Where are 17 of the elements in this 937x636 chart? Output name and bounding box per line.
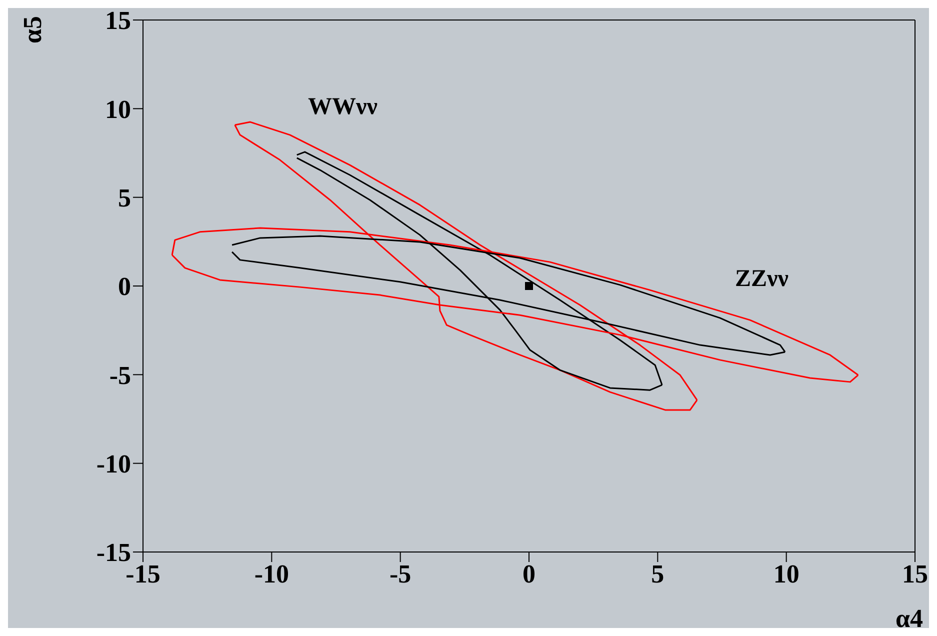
annotation: ZZνν [735,266,788,293]
x-tick-label: -5 [389,559,412,588]
x-tick-label: 5 [651,559,664,588]
annotation: WWνν [308,94,378,121]
y-tick-label: 15 [105,6,131,36]
y-tick-label: -10 [96,450,131,479]
x-tick-label: 10 [773,559,800,588]
x-axis-title: α4 [895,604,923,634]
y-tick-label: 10 [105,94,131,124]
x-tick-label: -10 [254,559,290,588]
y-tick-label: -5 [109,360,131,390]
y-tick-label: 5 [118,184,131,213]
x-tick-label: 15 [902,559,928,588]
x-tick-label: 0 [522,559,536,588]
y-axis-title: α5 [18,16,48,44]
y-tick-label: 0 [118,272,131,302]
y-tick-label: -15 [96,538,131,568]
